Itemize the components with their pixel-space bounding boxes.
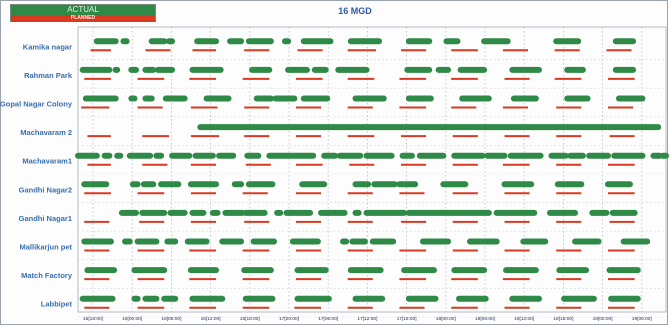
x-tick-label: 17[06:00] (318, 316, 338, 322)
row-label: Gandhi Nagar1 (19, 214, 72, 223)
x-tick-label: 17[18:00] (397, 316, 417, 322)
row-label: Gandhi Nagar2 (19, 185, 72, 194)
x-tick-label: 16[06:00] (161, 316, 181, 322)
legend-planned: PLANNED (11, 15, 155, 22)
chart-title: 16 MGD (338, 6, 372, 16)
row-label: Rahman Park (24, 71, 73, 80)
x-tick-label: 19[00:00] (593, 316, 613, 322)
x-tick-label: 18[12:00] (514, 316, 534, 322)
x-tick-label: 18[18:00] (553, 316, 573, 322)
plot-area (77, 26, 667, 313)
x-tick-label: 17[00:00] (279, 316, 299, 322)
x-tick-label: 15[18:00] (83, 316, 103, 322)
x-tick-label: 16[18:00] (240, 316, 260, 322)
legend: ACTUAL PLANNED (10, 4, 156, 22)
row-label: Gopal Nagar Colony (0, 100, 73, 109)
x-tick-label: 18[06:00] (475, 316, 495, 322)
x-tick-label: 18[00:00] (436, 316, 456, 322)
row-label: Mallikarjun pet (19, 243, 72, 252)
legend-actual: ACTUAL (11, 5, 155, 15)
x-tick-label: 17[12:00] (357, 316, 377, 322)
row-label: Machavaram1 (22, 157, 72, 166)
row-label: Match Factory (21, 271, 73, 280)
x-tick-label: 19[06:00] (632, 316, 652, 322)
x-tick-label: 16[12:00] (201, 316, 221, 322)
row-label: Kamika nagar (23, 42, 72, 51)
row-label: Labbipet (41, 300, 73, 309)
row-label: Machavaram 2 (20, 128, 72, 137)
x-tick-label: 16[00:00] (122, 316, 142, 322)
